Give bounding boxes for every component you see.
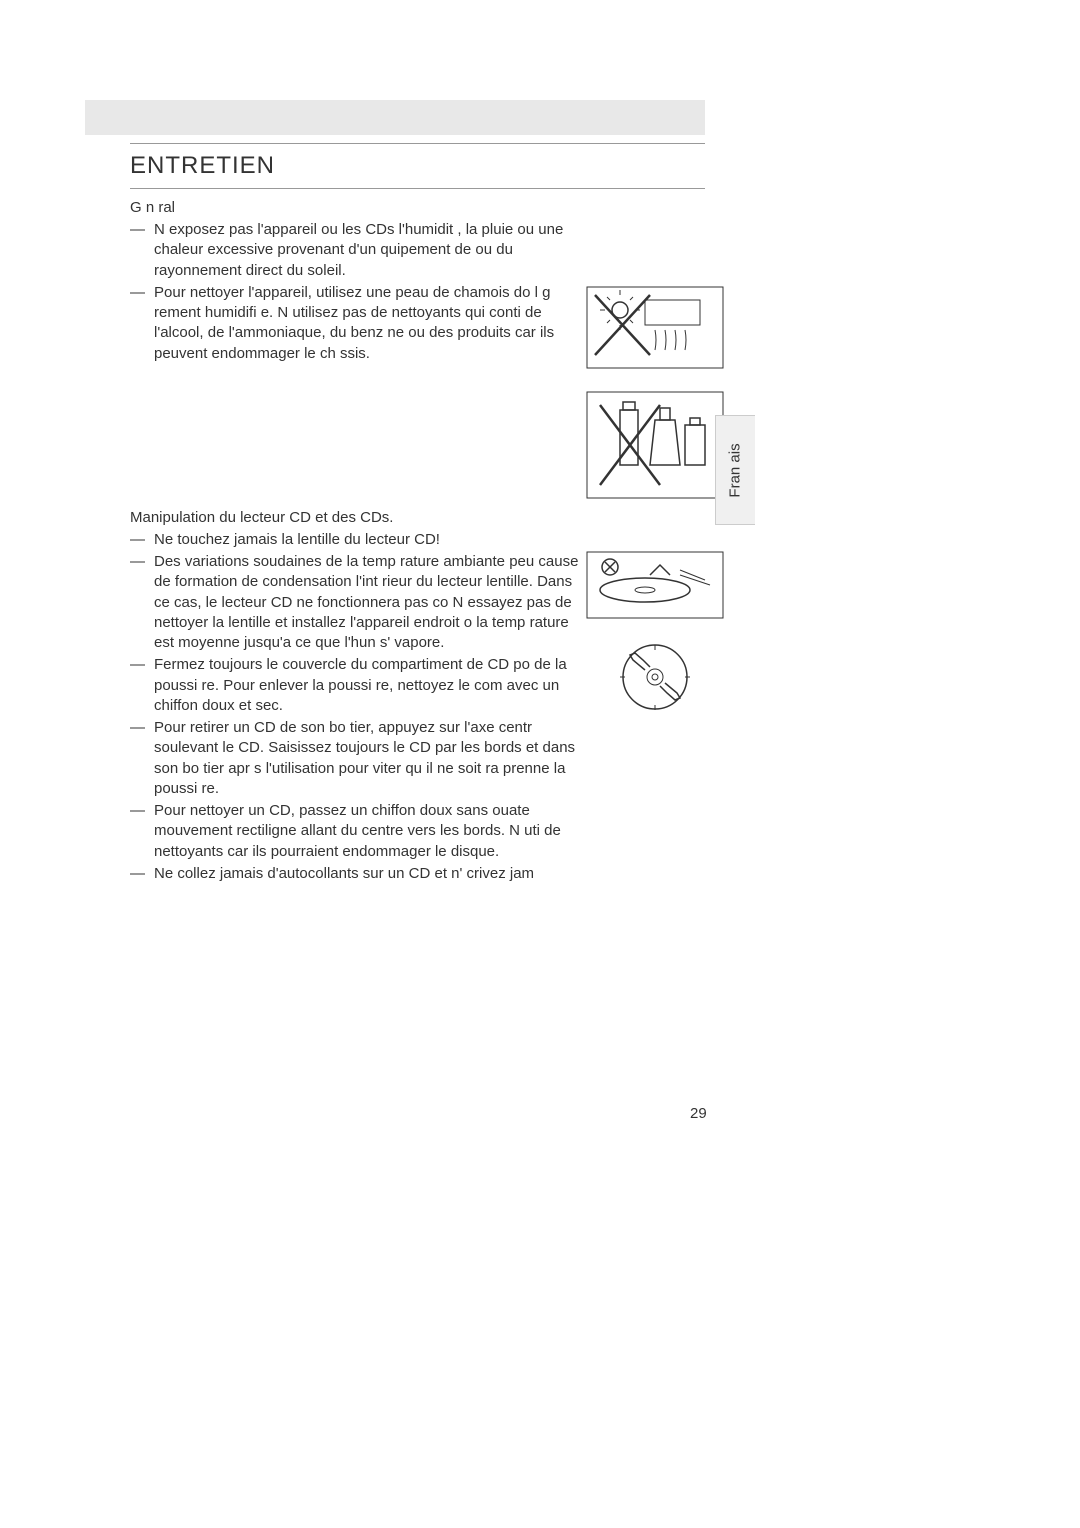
bullet-dash: — [130, 864, 154, 884]
section2: Manipulation du lecteur CD et des CDs. —… [130, 509, 590, 884]
bullet-item: — Pour retirer un CD de son bo tier, app… [130, 718, 590, 799]
bullet-dash: — [130, 718, 154, 799]
cd-lens-illustration [585, 550, 725, 620]
bullet-item: — Ne collez jamais d'autocollants sur un… [130, 864, 590, 884]
page-number: 29 [690, 1105, 707, 1122]
title-section: ENTRETIEN [130, 143, 705, 189]
bullet-text: Ne touchez jamais la lentille du lecteur… [154, 530, 590, 550]
bullet-item: — Ne touchez jamais la lentille du lecte… [130, 530, 590, 550]
bullet-text: Pour nettoyer un CD, passez un chiffon d… [154, 801, 590, 862]
bullet-dash: — [130, 655, 154, 716]
section1-label: G n ral [130, 199, 590, 216]
bullet-dash: — [130, 801, 154, 862]
bullet-text: Pour retirer un CD de son bo tier, appuy… [154, 718, 590, 799]
bullet-dash: — [130, 283, 154, 364]
no-heat-illustration [585, 285, 725, 370]
bullet-text: Fermez toujours le couvercle du comparti… [154, 655, 590, 716]
language-tab: Fran ais [715, 415, 755, 525]
bullet-item: — Des variations soudaines de la temp ra… [130, 552, 590, 653]
bullet-text: Pour nettoyer l'appareil, utilisez une p… [154, 283, 590, 364]
page-title: ENTRETIEN [130, 152, 705, 180]
page-container: ENTRETIEN G n ral — N exposez pas l'appa… [85, 100, 705, 886]
no-chemicals-illustration [585, 390, 725, 500]
bullet-dash: — [130, 530, 154, 550]
section2-label: Manipulation du lecteur CD et des CDs. [130, 509, 590, 526]
bullet-dash: — [130, 220, 154, 281]
cd-cleaning-illustration [585, 635, 725, 720]
content-area: G n ral — N exposez pas l'appareil ou le… [130, 199, 590, 884]
bullet-text: N exposez pas l'appareil ou les CDs l'hu… [154, 220, 590, 281]
bullet-item: — N exposez pas l'appareil ou les CDs l'… [130, 220, 590, 281]
bullet-dash: — [130, 552, 154, 653]
language-label: Fran ais [727, 443, 744, 497]
bullet-item: — Pour nettoyer un CD, passez un chiffon… [130, 801, 590, 862]
bullet-item: — Pour nettoyer l'appareil, utilisez une… [130, 283, 590, 364]
header-gray-bar [85, 100, 705, 135]
bullet-text: Des variations soudaines de la temp ratu… [154, 552, 590, 653]
bullet-item: — Fermez toujours le couvercle du compar… [130, 655, 590, 716]
bullet-text: Ne collez jamais d'autocollants sur un C… [154, 864, 590, 884]
